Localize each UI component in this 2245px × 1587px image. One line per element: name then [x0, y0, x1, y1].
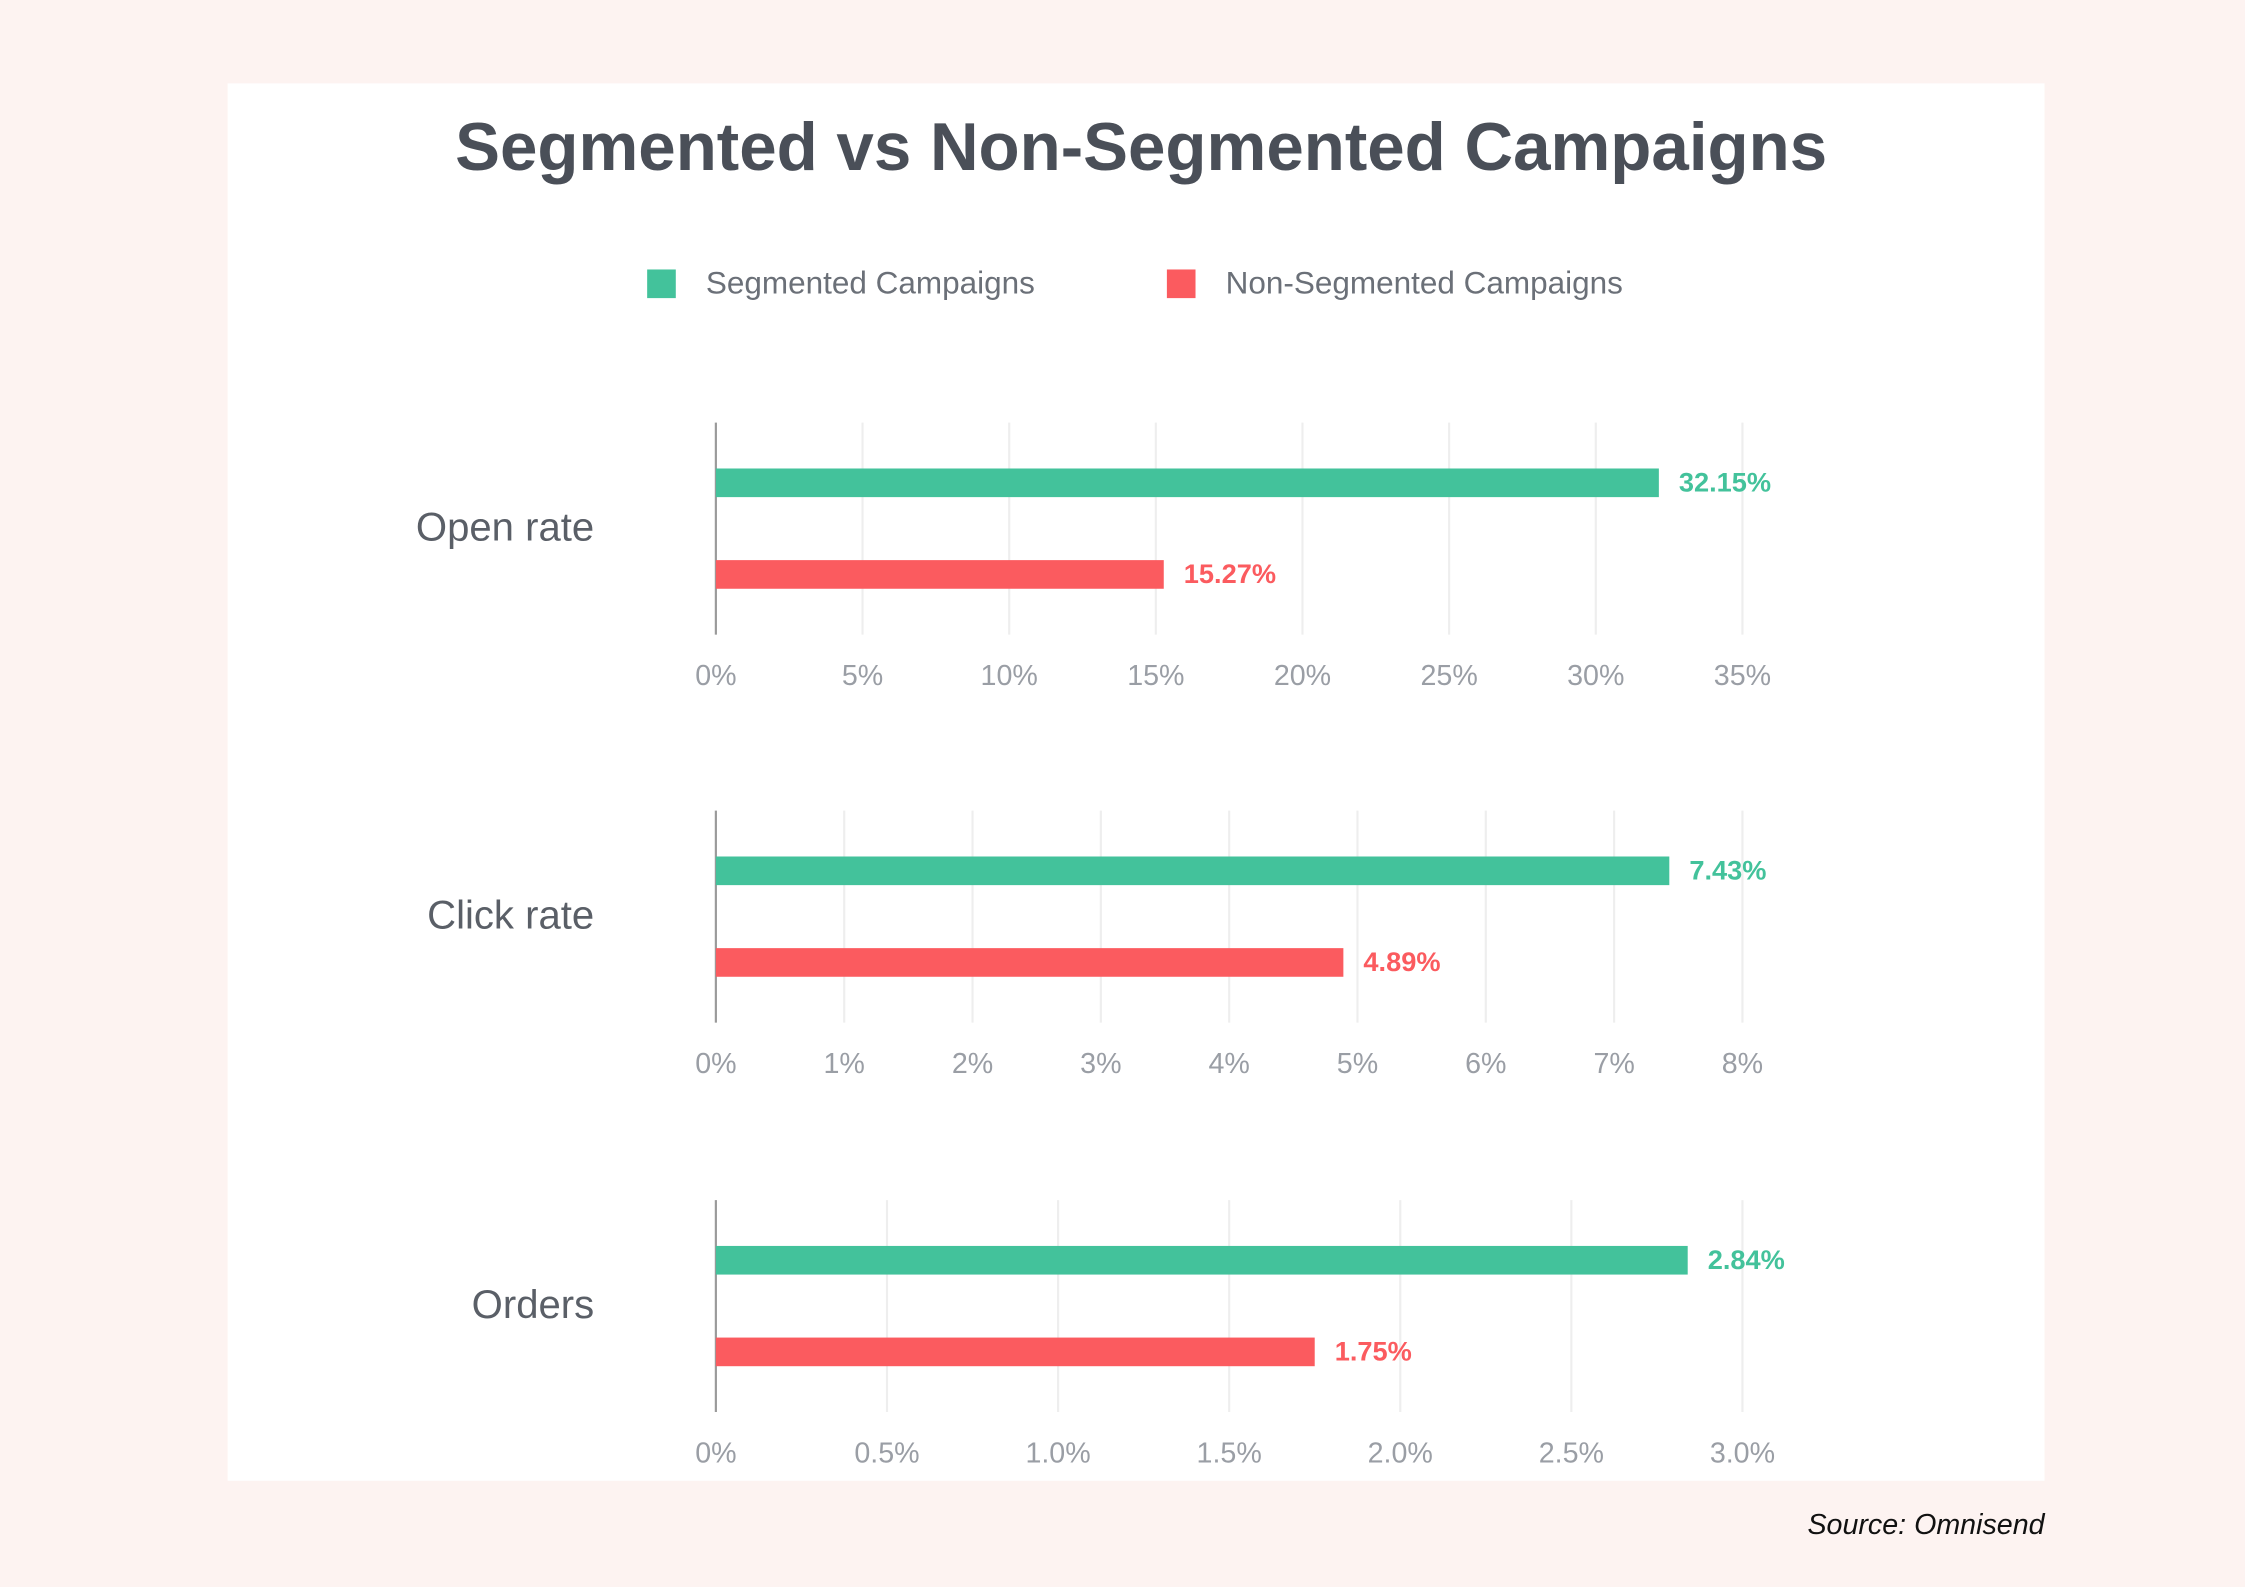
bar [715, 468, 1659, 498]
value-label: 32.15% [1679, 466, 1771, 497]
value-label: 7.43% [1689, 854, 1766, 885]
x-tick-label: 0% [695, 660, 736, 692]
value-label: 1.75% [1335, 1336, 1412, 1367]
bar [715, 1245, 1688, 1275]
value-label: 4.89% [1363, 946, 1440, 977]
x-tick-label: 1.0% [1025, 1438, 1090, 1470]
x-tick-label: 3% [1080, 1048, 1121, 1080]
x-tick-label: 10% [981, 660, 1038, 692]
x-tick-label: 1% [824, 1048, 865, 1080]
x-tick-label: 6% [1465, 1048, 1506, 1080]
x-tick-label: 1.5% [1197, 1438, 1262, 1470]
x-tick-label: 0.5% [854, 1438, 919, 1470]
legend-swatch [647, 269, 676, 299]
category-label: Click rate [427, 894, 594, 938]
x-tick-label: 0% [695, 1438, 736, 1470]
x-tick-label: 15% [1127, 660, 1184, 692]
x-tick-label: 0% [695, 1048, 736, 1080]
value-label: 2.84% [1708, 1244, 1785, 1275]
x-tick-label: 20% [1274, 660, 1331, 692]
x-tick-label: 2.5% [1539, 1438, 1604, 1470]
category-label: Open rate [416, 506, 594, 550]
x-tick-label: 30% [1567, 660, 1624, 692]
bar [715, 1337, 1315, 1367]
bar [715, 948, 1344, 977]
x-tick-label: 5% [842, 660, 883, 692]
chart-title: Segmented vs Non-Segmented Campaigns [455, 110, 1827, 185]
x-tick-label: 25% [1420, 660, 1477, 692]
legend-swatch [1166, 269, 1196, 299]
source: Source: Omnisend [1807, 1509, 2045, 1541]
bar [715, 856, 1670, 886]
category-label: Orders [472, 1283, 595, 1327]
x-tick-label: 2% [952, 1048, 993, 1080]
x-tick-label: 4% [1208, 1048, 1249, 1080]
x-tick-label: 5% [1337, 1048, 1378, 1080]
x-tick-label: 8% [1722, 1048, 1763, 1080]
x-tick-label: 7% [1593, 1048, 1634, 1080]
x-tick-label: 2.0% [1368, 1438, 1433, 1470]
legend-label: Non-Segmented Campaigns [1226, 265, 1623, 301]
value-label: 15.27% [1184, 558, 1276, 589]
x-tick-label: 35% [1714, 660, 1771, 692]
bar [715, 560, 1164, 589]
legend-label: Segmented Campaigns [706, 265, 1035, 301]
x-tick-label: 3.0% [1710, 1438, 1775, 1470]
